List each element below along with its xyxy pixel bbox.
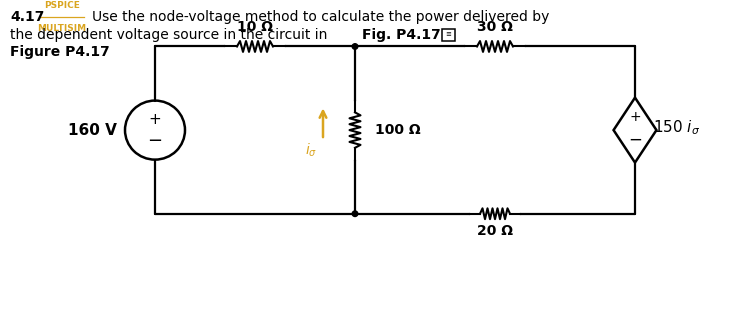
- Text: $i_\sigma$: $i_\sigma$: [305, 142, 317, 159]
- Text: Figure P4.17: Figure P4.17: [10, 45, 110, 60]
- Circle shape: [352, 44, 358, 49]
- Text: MULTISIM: MULTISIM: [37, 24, 87, 33]
- Text: −: −: [147, 132, 163, 150]
- Text: 100 Ω: 100 Ω: [375, 123, 421, 137]
- Text: Use the node-voltage method to calculate the power delivered by: Use the node-voltage method to calculate…: [92, 10, 549, 24]
- Text: ≡: ≡: [445, 32, 451, 38]
- Text: −: −: [628, 131, 642, 149]
- Text: Fig. P4.17: Fig. P4.17: [362, 28, 441, 42]
- Text: 150 $i_\sigma$: 150 $i_\sigma$: [653, 119, 700, 138]
- Text: 160 V: 160 V: [68, 123, 117, 138]
- Text: +: +: [149, 112, 161, 127]
- Text: 4.17: 4.17: [10, 10, 44, 24]
- Circle shape: [352, 211, 358, 217]
- Text: the dependent voltage source in the circuit in: the dependent voltage source in the circ…: [10, 28, 332, 42]
- Text: +: +: [629, 110, 641, 124]
- Text: 30 Ω: 30 Ω: [477, 20, 513, 34]
- Text: 20 Ω: 20 Ω: [477, 224, 513, 237]
- Bar: [442, 29, 455, 41]
- Text: PSPICE: PSPICE: [44, 1, 80, 10]
- Text: 10 Ω: 10 Ω: [237, 20, 273, 34]
